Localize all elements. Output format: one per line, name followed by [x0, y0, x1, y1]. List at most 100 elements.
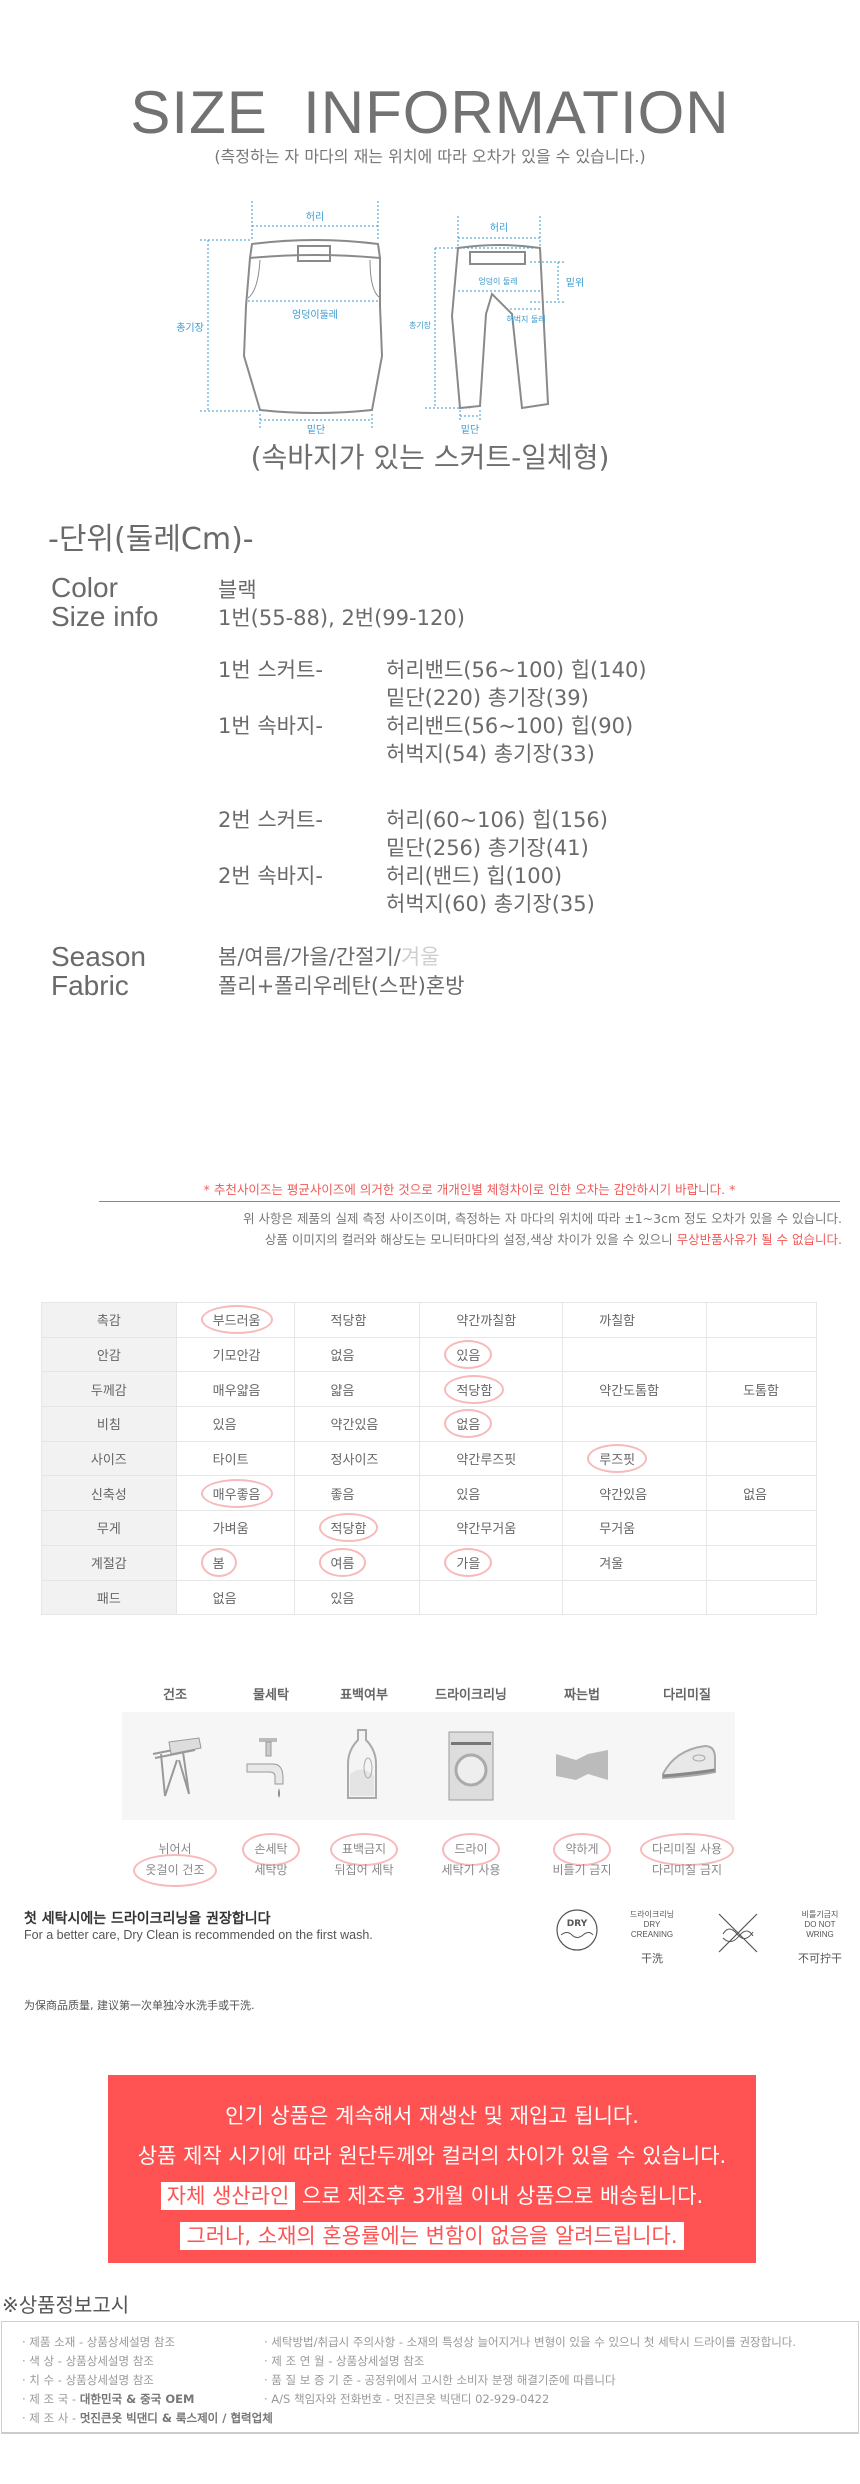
fit-table: 촉감 부드러움 적당함 약간까칠함 까칠함 안감 기모안감 없음 있음 두께감 매우얇음 얇음 적당함 약…	[41, 1302, 817, 1616]
season-inactive: 겨울	[400, 945, 440, 969]
info-key: · 제 조 사 -	[22, 2411, 80, 2425]
wring-en2: WRING	[806, 1930, 834, 1939]
fit-option-selected: 매우좋음	[200, 1478, 273, 1508]
fit-option: 약간루즈핏	[456, 1453, 517, 1469]
group-line: 허리밴드(56~100) 힙(90)	[386, 714, 634, 738]
fit-row: 안감 기모안감 없음 있음	[41, 1336, 817, 1373]
size-info-value: 1번(55-88), 2번(99-120)	[218, 606, 465, 630]
care-instruction-row: 드라이	[419, 1833, 523, 1866]
care-instruction-row: 뒤집어 세탁	[312, 1859, 416, 1882]
fit-option-selected: 루즈핏	[587, 1444, 648, 1474]
fit-row-label: 촉감	[41, 1302, 177, 1338]
product-info-row: · 품 질 보 증 기 준 - 공정위에서 고시한 소비자 분쟁 해결기준에 따…	[264, 2373, 616, 2387]
fit-cell: 기모안감	[175, 1336, 295, 1373]
care-instruction-row: 비틀기 금지	[530, 1859, 634, 1882]
pants-waist-label: 허리	[490, 222, 508, 234]
fit-option: 정사이즈	[330, 1453, 379, 1469]
fit-cell: 얇음	[293, 1371, 421, 1408]
fit-cell: 가을	[419, 1544, 564, 1581]
banner-line-text: 으로 제조후 3개월 이내 상품으로 배송됩니다.	[295, 2184, 704, 2208]
iron-icon	[655, 1724, 719, 1812]
fit-row-label: 계절감	[41, 1544, 177, 1581]
product-type-caption: (속바지가 있는 스커트-일체형)	[250, 441, 610, 474]
dry-cn: 干洗	[641, 1953, 663, 1965]
fit-cell	[562, 1406, 708, 1442]
care-instruction-row: 옷걸이 건조	[123, 1854, 227, 1887]
banner-line: 그러나, 소재의 혼용률에는 변함이 없음을 알려드립니다.	[108, 2216, 756, 2256]
fit-cell: 약간도톰함	[562, 1371, 708, 1408]
banner-line: 자체 생산라인 으로 제조후 3개월 이내 상품으로 배송됩니다.	[108, 2176, 756, 2216]
dry-clean-chinese: 为保商品质量, 建议第一次单独冷水洗手或干洗.	[24, 1999, 255, 2012]
fit-cell: 있음	[175, 1406, 295, 1442]
fit-cell: 약간있음	[562, 1475, 708, 1512]
care-option-selected: 다리미질 사용	[639, 1833, 735, 1866]
fit-cell: 타이트	[175, 1440, 295, 1477]
fit-cell: 없음	[293, 1336, 421, 1373]
care-option: 다리미질 금지	[651, 1863, 723, 1877]
fit-row: 두께감 매우얇음 얇음 적당함 약간도톰함 도톰함	[41, 1371, 817, 1408]
fit-option: 타이트	[212, 1453, 249, 1469]
care-instruction-row: 세탁망	[219, 1859, 323, 1882]
product-info-row: · 세탁방법/취급시 주의사항 - 소재의 특성상 늘어지거나 변형이 있을 수…	[264, 2335, 797, 2349]
blend-notice-highlight: 그러나, 소재의 혼용률에는 변함이 없음을 알려드립니다.	[180, 2222, 684, 2250]
detergent-bottle-icon	[332, 1724, 396, 1812]
fit-option: 도톰함	[743, 1383, 779, 1399]
fit-row: 사이즈 타이트 정사이즈 약간루즈핏 루즈핏	[41, 1440, 817, 1477]
fit-cell: 있음	[419, 1336, 564, 1373]
fit-cell: 매우좋음	[175, 1475, 295, 1512]
pants-rise-label: 밑위	[566, 276, 584, 289]
size-diagram: 허리 총기장 엉덩이둘레 밑단 허리 밑위 엉덩이 둘레 허벅지 둘레 총기장 …	[176, 201, 584, 436]
group-line: 허리밴드(56~100) 힙(140)	[386, 658, 647, 682]
fit-cell: 부드러움	[175, 1302, 295, 1338]
dry-kr: 드라이크리닝	[629, 1910, 675, 1919]
fit-row-label: 비침	[41, 1406, 177, 1442]
fit-row: 무게 가벼움 적당함 약간무거움 무거움	[41, 1510, 817, 1546]
fit-option: 없음	[743, 1487, 768, 1503]
size-info-label: Size info	[51, 601, 159, 632]
fit-option: 약간무거움	[456, 1522, 517, 1538]
fit-cell: 매우얇음	[175, 1371, 295, 1408]
fit-option-selected: 있음	[444, 1340, 493, 1370]
fit-cell	[706, 1406, 817, 1442]
care-option: 비틀기 금지	[552, 1863, 612, 1877]
color-value: 블랙	[218, 578, 257, 602]
fit-option: 매우얇음	[212, 1383, 261, 1399]
fit-cell	[706, 1510, 817, 1546]
fit-cell	[562, 1336, 708, 1373]
fit-option: 없음	[330, 1349, 355, 1365]
page-title: SIZE INFORMATION	[130, 79, 730, 146]
info-key: · 제 조 국 -	[22, 2392, 80, 2406]
care-instruction-row: 다리미질 금지	[635, 1859, 739, 1882]
fit-row: 촉감 부드러움 적당함 약간까칠함 까칠함	[41, 1302, 817, 1338]
info-value: 상품상세설명 참조	[65, 2373, 154, 2387]
drying-rack-icon	[143, 1724, 207, 1812]
care-option-selected: 드라이	[442, 1833, 500, 1866]
fit-cell: 있음	[419, 1475, 564, 1512]
unit-heading: -단위(둘레Cm)-	[48, 522, 254, 557]
care-instruction-row: 다리미질 사용	[635, 1833, 739, 1866]
fit-option: 좋음	[330, 1487, 355, 1503]
info-key: · 제품 소재 -	[22, 2335, 87, 2349]
fit-option-selected: 봄	[200, 1548, 237, 1578]
banner-line: 인기 상품은 계속해서 재생산 및 재입고 됩니다.	[225, 2104, 639, 2128]
group-label: 2번 스커트-	[218, 808, 323, 832]
care-instruction-row: 손세탁	[219, 1833, 323, 1866]
fit-cell: 약간까칠함	[419, 1302, 564, 1338]
fit-row-label: 무게	[41, 1510, 177, 1546]
group-line: 허리(밴드) 힙(100)	[386, 864, 563, 888]
fit-cell: 적당함	[293, 1510, 421, 1546]
care-header: 건조	[163, 1688, 187, 1703]
fit-option: 적당함	[330, 1314, 367, 1330]
fit-option-selected: 없음	[444, 1409, 493, 1439]
product-info-row: · 제 조 연 월 - 상품상세설명 참조	[264, 2354, 425, 2368]
product-info-box: · 제품 소재 - 상품상세설명 참조 · 색 상 - 상품상세설명 참조 · 치 …	[1, 2321, 859, 2434]
size-recommendation-notice: * 추천사이즈는 평균사이즈에 의거한 것으로 개개인별 체형차이로 인한 오차…	[99, 1179, 840, 1202]
fit-cell: 약간루즈핏	[419, 1440, 564, 1477]
group-line: 허벅지(54) 총기장(33)	[386, 742, 595, 766]
banner-line: 상품 제작 시기에 따라 원단두께와 컬러의 차이가 있을 수 있습니다.	[137, 2144, 727, 2168]
fit-cell: 없음	[175, 1579, 295, 1616]
do-not-wring-caption: 비틀기금지 DO NOT WRING 不可拧干	[792, 1910, 848, 1965]
skirt-waist-label: 허리	[306, 211, 324, 223]
season-active: 봄/여름/가을/간절기/	[218, 945, 401, 969]
fit-option-selected: 부드러움	[200, 1305, 273, 1335]
